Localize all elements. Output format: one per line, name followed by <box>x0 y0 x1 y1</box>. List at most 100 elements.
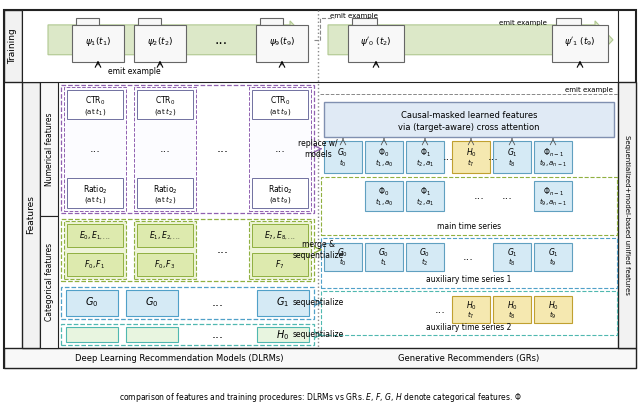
Bar <box>321 291 617 335</box>
Text: ...: ... <box>159 144 170 154</box>
Text: $t_2,a_1$: $t_2,a_1$ <box>416 158 435 169</box>
Bar <box>252 178 308 208</box>
Text: $t_9$: $t_9$ <box>549 309 557 321</box>
Text: Training: Training <box>8 28 17 64</box>
Text: $t_1,a_0$: $t_1,a_0$ <box>374 158 394 169</box>
Bar <box>67 224 123 247</box>
Text: $t_7$: $t_7$ <box>467 158 475 169</box>
Bar <box>365 181 403 211</box>
Bar <box>324 141 362 173</box>
Text: $G_0$: $G_0$ <box>378 246 390 259</box>
Text: ...: ... <box>488 152 499 162</box>
Text: $\Phi_1$: $\Phi_1$ <box>419 185 431 198</box>
Bar <box>493 296 531 324</box>
Text: $G_1$: $G_1$ <box>548 246 558 259</box>
Text: ...: ... <box>502 191 513 201</box>
Text: $\Phi_0$: $\Phi_0$ <box>378 185 390 198</box>
Text: $G_0$: $G_0$ <box>337 246 349 259</box>
Bar <box>126 328 178 342</box>
Text: $E_1,E_{2,...}$: $E_1,E_{2,...}$ <box>149 229 181 241</box>
Bar <box>252 253 308 276</box>
Text: $\psi'_1\ (t_9)$: $\psi'_1\ (t_9)$ <box>564 35 596 48</box>
Text: $H_0$: $H_0$ <box>507 299 517 311</box>
Text: CTR$_0$: CTR$_0$ <box>269 95 291 107</box>
Text: $t_8$: $t_8$ <box>508 309 516 321</box>
Text: $t_8$: $t_8$ <box>508 257 516 268</box>
Bar <box>22 82 40 348</box>
FancyArrow shape <box>328 21 613 59</box>
Bar <box>134 25 186 62</box>
Bar <box>137 178 193 208</box>
Text: ...: ... <box>214 33 228 47</box>
Bar <box>256 25 308 62</box>
Bar <box>66 290 118 315</box>
Text: $E_7,E_{8,...}$: $E_7,E_{8,...}$ <box>264 229 296 241</box>
Bar <box>137 224 193 247</box>
Bar <box>352 18 377 25</box>
Text: ...: ... <box>275 144 285 154</box>
Bar <box>365 141 403 173</box>
Bar <box>365 243 403 271</box>
Bar <box>257 290 309 315</box>
Text: $G_0$: $G_0$ <box>85 296 99 309</box>
Text: emit example: emit example <box>565 87 613 93</box>
Text: $G_0$: $G_0$ <box>419 246 431 259</box>
Bar <box>452 141 490 173</box>
Bar <box>618 82 636 348</box>
Text: $t_7$: $t_7$ <box>467 309 475 321</box>
Bar <box>249 87 311 211</box>
Text: $t_9,a_{n-1}$: $t_9,a_{n-1}$ <box>539 158 567 169</box>
Bar <box>40 216 58 348</box>
Text: $t_2,a_1$: $t_2,a_1$ <box>416 196 435 208</box>
Text: ...: ... <box>216 243 228 256</box>
Bar <box>137 90 193 119</box>
Text: ...: ... <box>463 252 474 262</box>
Bar <box>321 177 617 235</box>
Text: sequentialize: sequentialize <box>292 298 344 307</box>
Text: $t_0$: $t_0$ <box>339 158 347 169</box>
Bar <box>22 10 618 82</box>
Bar <box>61 324 314 345</box>
Text: auxiliary time series 2: auxiliary time series 2 <box>426 323 512 332</box>
Text: (at $t_1$): (at $t_1$) <box>84 194 106 205</box>
Text: (at $t_1$): (at $t_1$) <box>84 106 106 117</box>
Text: $H_0$: $H_0$ <box>276 328 290 342</box>
Bar <box>134 221 196 279</box>
Text: Deep Learning Recommendation Models (DLRMs): Deep Learning Recommendation Models (DLR… <box>75 354 284 363</box>
Text: $G_0$: $G_0$ <box>337 146 349 159</box>
Text: auxiliary time series 1: auxiliary time series 1 <box>426 275 512 284</box>
Text: ...: ... <box>211 296 223 309</box>
Text: $\psi_9(t_9)$: $\psi_9(t_9)$ <box>269 35 295 48</box>
Text: $\Phi_{n-1}$: $\Phi_{n-1}$ <box>543 185 563 198</box>
Text: $E_0,E_{1,...}$: $E_0,E_{1,...}$ <box>79 229 111 241</box>
Text: $t_2$: $t_2$ <box>421 257 429 268</box>
Text: $F_0,F_1$: $F_0,F_1$ <box>84 258 106 271</box>
Text: $F_0,F_3$: $F_0,F_3$ <box>154 258 175 271</box>
Bar <box>72 25 124 62</box>
Text: Ratio$_2$: Ratio$_2$ <box>83 183 108 196</box>
Text: merge &
sequentialize: merge & sequentialize <box>292 240 344 260</box>
Text: ...: ... <box>443 152 453 162</box>
Bar <box>61 85 314 213</box>
Text: emit example: emit example <box>108 67 160 76</box>
Text: $\Phi_0$: $\Phi_0$ <box>378 146 390 159</box>
Bar <box>257 328 309 342</box>
Bar <box>534 296 572 324</box>
Bar <box>134 87 196 211</box>
Bar <box>61 219 314 281</box>
Text: sequentialize: sequentialize <box>292 330 344 339</box>
Text: ...: ... <box>90 144 100 154</box>
Bar <box>452 296 490 324</box>
Text: Numerical features: Numerical features <box>45 112 54 185</box>
Text: $\psi_2(t_2)$: $\psi_2(t_2)$ <box>147 35 173 48</box>
Text: $\Phi_{n-1}$: $\Phi_{n-1}$ <box>543 146 563 159</box>
Bar <box>534 243 572 271</box>
Text: replace w/
models: replace w/ models <box>298 139 338 158</box>
Text: CTR$_0$: CTR$_0$ <box>155 95 175 107</box>
Text: Generative Recommenders (GRs): Generative Recommenders (GRs) <box>398 354 540 363</box>
Text: CTR$_0$: CTR$_0$ <box>84 95 105 107</box>
Text: $G_0$: $G_0$ <box>145 296 159 309</box>
Text: Features: Features <box>26 196 35 234</box>
Bar <box>324 243 362 271</box>
Text: main time series: main time series <box>437 222 501 231</box>
